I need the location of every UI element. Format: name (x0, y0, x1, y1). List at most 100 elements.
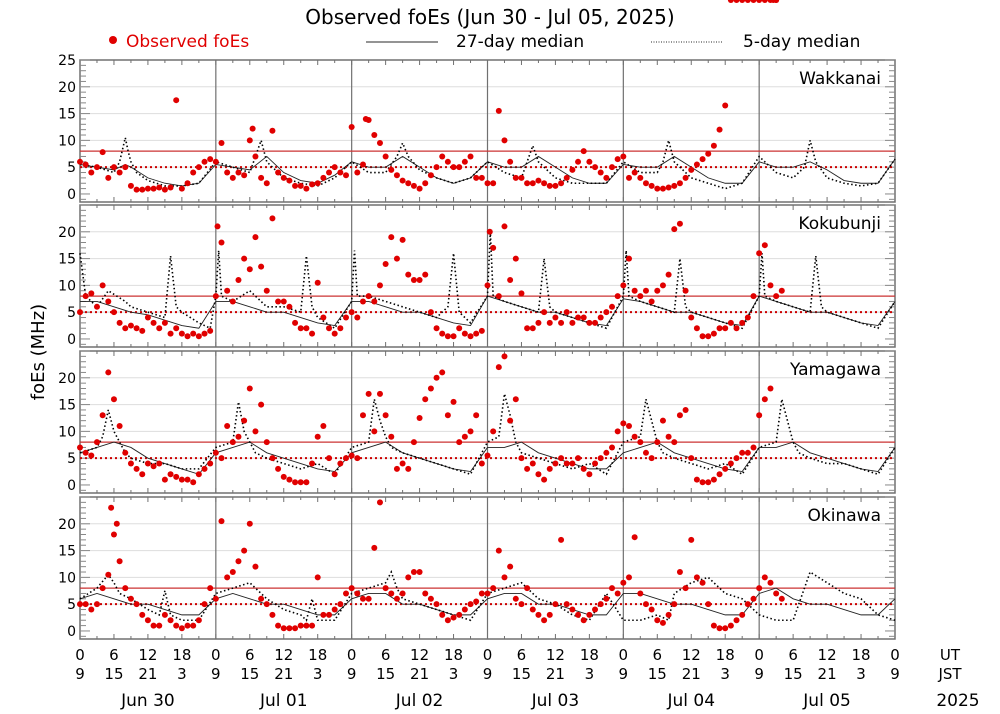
observed-point (439, 153, 446, 160)
observed-point (467, 153, 474, 160)
observed-point (710, 476, 717, 483)
observed-point (178, 625, 185, 632)
observed-point (659, 185, 666, 192)
observed-point (275, 169, 282, 176)
jst-tick-label: 9 (75, 665, 85, 683)
observed-point (229, 298, 236, 305)
ut-tick-label: 0 (211, 646, 221, 664)
observed-point (116, 169, 123, 176)
observed-point (648, 298, 655, 305)
observed-point (495, 293, 502, 300)
observed-point (665, 611, 672, 618)
ut-tick-label: 18 (851, 646, 870, 664)
observed-point (733, 617, 740, 624)
observed-point (433, 601, 440, 608)
observed-point (93, 439, 100, 446)
observed-point (529, 606, 536, 613)
ut-tick-label: 12 (138, 646, 157, 664)
y-tick-label: 15 (58, 544, 76, 560)
observed-point (744, 0, 751, 3)
observed-point (495, 364, 502, 371)
observed-point (671, 601, 678, 608)
observed-point (750, 0, 757, 3)
legend-median5-label: 5-day median (743, 32, 860, 52)
observed-point (693, 325, 700, 332)
observed-point (178, 476, 185, 483)
observed-point (710, 142, 717, 149)
observed-point (224, 169, 231, 176)
observed-point (116, 423, 123, 430)
observed-point (422, 590, 429, 597)
observed-point (444, 158, 451, 165)
observed-point (258, 401, 265, 408)
observed-point (309, 181, 316, 188)
ut-tick-label: 6 (245, 646, 255, 664)
observed-point (190, 169, 197, 176)
observed-point (337, 169, 344, 176)
observed-point (625, 255, 632, 262)
observed-point (727, 319, 734, 326)
observed-point (693, 161, 700, 168)
observed-point (348, 585, 355, 592)
observed-point (399, 236, 406, 243)
observed-point (235, 169, 242, 176)
observed-point (292, 625, 299, 632)
observed-point (173, 325, 180, 332)
observed-point (184, 622, 191, 629)
ut-tick-label: 6 (109, 646, 119, 664)
observed-point (376, 390, 383, 397)
ut-tick-label: 6 (517, 646, 527, 664)
observed-point (461, 158, 468, 165)
observed-point (524, 585, 531, 592)
observed-point (371, 544, 378, 551)
observed-point (439, 330, 446, 337)
observed-point (535, 611, 542, 618)
observed-point (116, 558, 123, 565)
observed-point (490, 244, 497, 251)
jst-tick-label: 3 (856, 665, 866, 683)
observed-point (139, 611, 146, 618)
station-label: Okinawa (808, 506, 881, 526)
observed-point (201, 330, 208, 337)
observed-point (286, 625, 293, 632)
ut-tick-label: 18 (444, 646, 463, 664)
observed-point (541, 309, 548, 316)
observed-point (705, 601, 712, 608)
observed-point (654, 439, 661, 446)
median5-line (79, 231, 896, 330)
observed-point (82, 449, 89, 456)
observed-point (93, 303, 100, 310)
chart-title: Observed foEs (Jun 30 - Jul 05, 2025) (305, 5, 674, 29)
observed-point (501, 137, 508, 144)
median5-line (79, 393, 896, 476)
observed-point (269, 127, 276, 134)
observed-point (241, 172, 248, 179)
observed-point (133, 186, 140, 193)
observed-point (105, 298, 112, 305)
observed-point (246, 137, 253, 144)
observed-point (241, 255, 248, 262)
ut-axis-label: UT (940, 646, 961, 664)
observed-point (235, 433, 242, 440)
observed-point (314, 574, 321, 581)
observed-point (541, 180, 548, 187)
day-label: Jul 04 (666, 691, 715, 711)
observed-point (331, 471, 338, 478)
observed-point (767, 579, 774, 586)
observed-point (552, 460, 559, 467)
observed-point (710, 622, 717, 629)
observed-point (337, 601, 344, 608)
observed-point (625, 574, 632, 581)
ut-tick-label: 18 (716, 646, 735, 664)
observed-point (150, 185, 157, 192)
observed-point (212, 158, 219, 165)
jst-tick-label: 9 (347, 665, 357, 683)
y-tick-label: 20 (58, 517, 76, 533)
observed-point (359, 161, 366, 168)
ut-tick-label: 18 (308, 646, 327, 664)
ut-tick-label: 0 (347, 646, 357, 664)
observed-point (546, 182, 553, 189)
observed-point (682, 174, 689, 181)
observed-point (246, 520, 253, 527)
observed-point (195, 333, 202, 340)
